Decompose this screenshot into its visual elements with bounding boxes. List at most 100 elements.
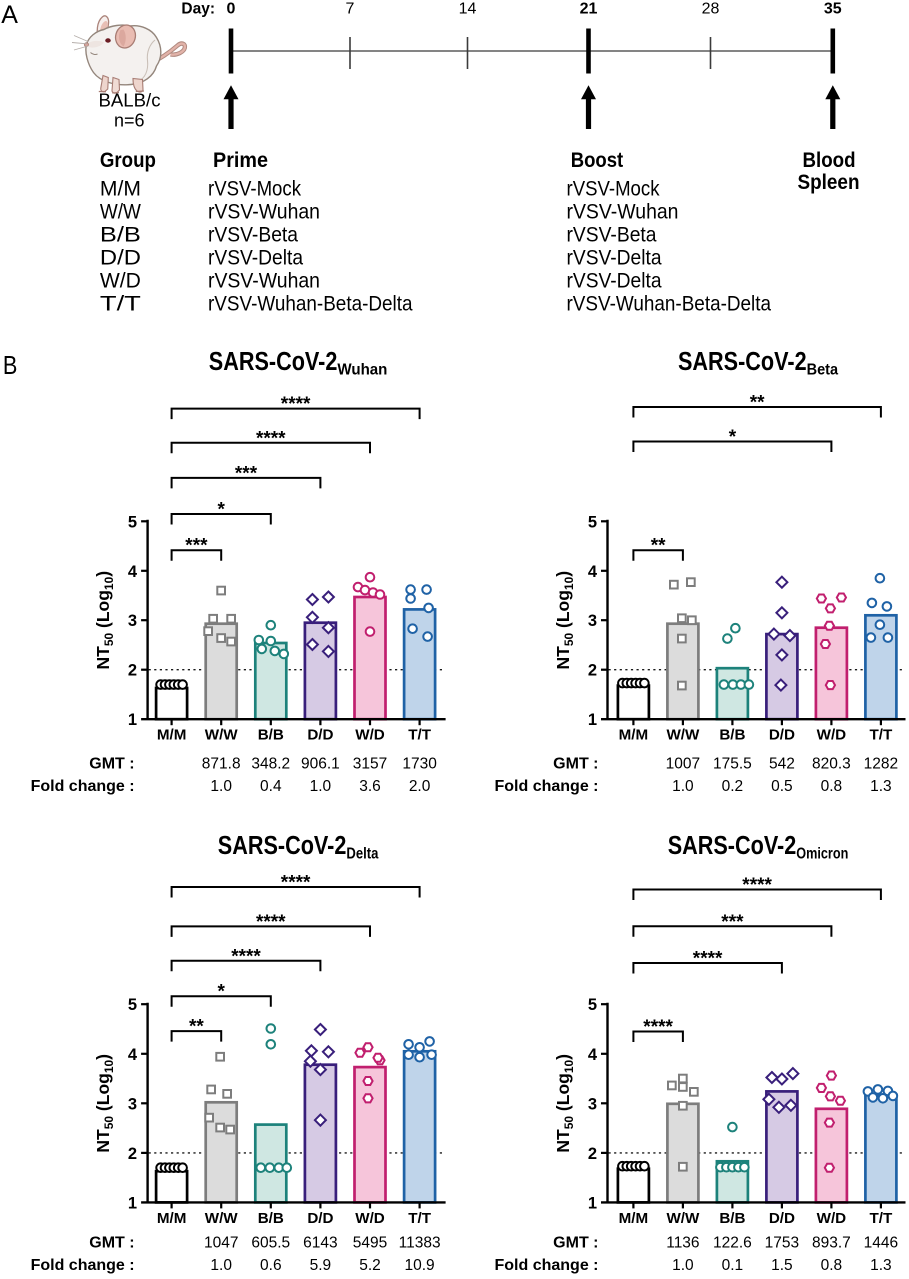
svg-text:6143: 6143 [303,1235,337,1252]
svg-text:Boost: Boost [571,149,624,172]
svg-text:Day:: Day: [181,1,215,18]
svg-text:4: 4 [128,563,138,581]
svg-text:3: 3 [128,612,137,630]
svg-text:5: 5 [588,996,597,1014]
svg-text:Delta: Delta [346,846,378,863]
svg-text:rVSV-Beta: rVSV-Beta [208,224,298,247]
svg-text:rVSV-Mock: rVSV-Mock [567,178,660,201]
svg-text:2: 2 [588,1145,597,1163]
svg-text:Fold change :: Fold change : [495,1257,599,1274]
svg-text:NT50 (Log10): NT50 (Log10) [553,571,576,670]
svg-text:1.0: 1.0 [672,1257,694,1274]
svg-text:A: A [1,1,18,29]
svg-text:0.4: 0.4 [260,778,282,795]
svg-text:D/D: D/D [307,727,333,744]
svg-text:D/D: D/D [307,1210,333,1227]
svg-text:906.1: 906.1 [301,756,340,773]
svg-text:5.9: 5.9 [310,1257,332,1274]
svg-text:1047: 1047 [204,1235,238,1252]
svg-text:1: 1 [128,711,137,729]
svg-text:21: 21 [580,1,598,18]
svg-text:0.8: 0.8 [821,778,843,795]
svg-text:**: ** [651,536,666,557]
svg-text:GMT :: GMT : [89,756,134,773]
svg-text:rVSV-Wuhan: rVSV-Wuhan [208,269,320,292]
svg-text:3: 3 [588,1095,597,1113]
svg-text:B/B: B/B [100,224,141,247]
svg-text:1136: 1136 [666,1235,699,1252]
svg-text:T/T: T/T [870,1210,893,1227]
svg-text:1: 1 [128,1194,137,1212]
svg-text:T/T: T/T [408,1210,431,1227]
svg-text:*: * [217,982,225,1003]
svg-text:B: B [3,350,18,380]
svg-text:5: 5 [128,513,137,531]
svg-text:****: **** [231,946,261,967]
svg-text:5: 5 [128,996,137,1014]
svg-text:M/M: M/M [157,1210,187,1227]
svg-text:1282: 1282 [864,756,898,773]
svg-text:175.5: 175.5 [713,756,752,773]
svg-text:28: 28 [702,1,720,18]
svg-text:****: **** [256,912,286,933]
svg-text:W/D: W/D [355,1210,385,1227]
svg-text:**: ** [750,393,765,414]
svg-text:Blood: Blood [803,149,856,172]
svg-text:rVSV-Wuhan: rVSV-Wuhan [567,201,679,224]
svg-text:B/B: B/B [719,727,745,744]
svg-text:893.7: 893.7 [812,1235,851,1252]
svg-text:W/W: W/W [205,727,239,744]
svg-text:**: ** [189,1017,204,1038]
svg-text:542: 542 [769,756,795,773]
svg-text:M/M: M/M [157,727,187,744]
svg-text:0.5: 0.5 [771,778,793,795]
svg-text:1.3: 1.3 [870,778,892,795]
svg-text:3: 3 [588,612,597,630]
svg-text:Beta: Beta [807,362,839,379]
svg-text:3: 3 [128,1095,137,1113]
svg-text:Wuhan: Wuhan [337,362,387,379]
svg-text:3.6: 3.6 [359,778,381,795]
svg-text:1007: 1007 [666,756,700,773]
svg-text:5: 5 [588,513,597,531]
svg-text:D/D: D/D [769,727,795,744]
svg-text:W/D: W/D [100,269,141,292]
svg-text:****: **** [256,428,286,449]
svg-text:T/T: T/T [100,292,141,315]
svg-text:4: 4 [588,563,598,581]
svg-text:T/T: T/T [870,727,893,744]
svg-text:GMT :: GMT : [553,756,598,773]
svg-text:1.0: 1.0 [310,778,332,795]
svg-text:***: *** [185,536,208,557]
svg-text:0: 0 [227,1,236,18]
svg-text:Prime: Prime [213,149,268,172]
svg-text:***: *** [721,912,744,933]
svg-text:rVSV-Wuhan-Beta-Delta: rVSV-Wuhan-Beta-Delta [567,292,772,315]
svg-text:1.0: 1.0 [210,778,232,795]
svg-text:1.5: 1.5 [771,1257,793,1274]
svg-text:B/B: B/B [258,727,284,744]
svg-text:rVSV-Wuhan: rVSV-Wuhan [208,201,320,224]
svg-text:2: 2 [128,662,137,680]
svg-text:1.3: 1.3 [870,1257,892,1274]
svg-text:5.2: 5.2 [359,1257,381,1274]
svg-text:SARS-CoV-2: SARS-CoV-2 [209,348,338,376]
svg-text:W/W: W/W [205,1210,239,1227]
svg-text:122.6: 122.6 [713,1235,752,1252]
svg-text:****: **** [281,873,311,894]
svg-text:0.1: 0.1 [722,1257,744,1274]
svg-text:***: *** [235,463,258,484]
svg-text:1753: 1753 [765,1235,799,1252]
svg-text:1: 1 [588,711,597,729]
svg-text:M/M: M/M [619,727,649,744]
svg-text:rVSV-Delta: rVSV-Delta [567,269,662,292]
svg-text:1730: 1730 [402,756,437,773]
svg-text:SARS-CoV-2: SARS-CoV-2 [668,832,797,860]
svg-text:W/D: W/D [817,727,847,744]
svg-text:W/D: W/D [355,727,385,744]
svg-text:D/D: D/D [769,1210,795,1227]
svg-text:SARS-CoV-2: SARS-CoV-2 [678,348,807,376]
svg-text:SARS-CoV-2: SARS-CoV-2 [218,832,347,860]
svg-text:n=6: n=6 [114,111,145,131]
svg-text:4: 4 [588,1046,598,1064]
